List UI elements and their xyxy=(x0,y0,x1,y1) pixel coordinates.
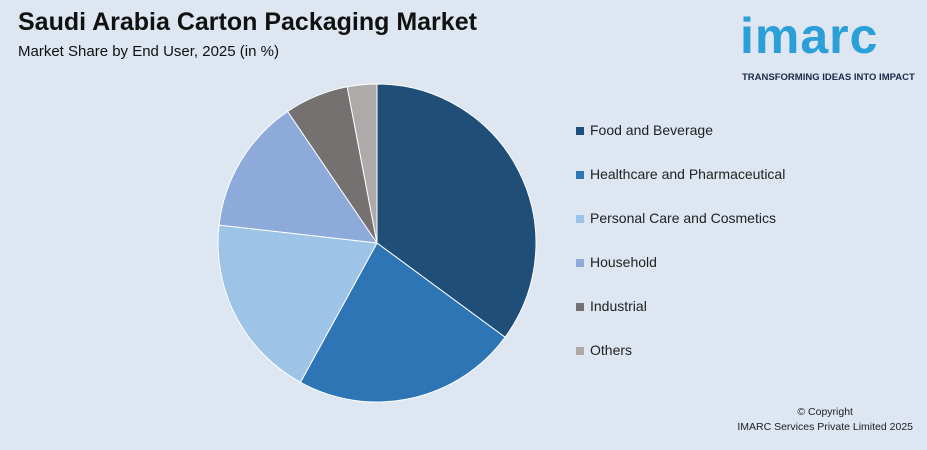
legend-label: Food and Beverage xyxy=(590,122,713,138)
legend-item: Industrial xyxy=(576,298,785,342)
legend-item: Others xyxy=(576,342,785,386)
legend-label: Industrial xyxy=(590,298,647,314)
legend-label: Household xyxy=(590,254,657,270)
pie-slice-healthcare-and-pharmaceutical xyxy=(299,242,506,403)
legend-item: Food and Beverage xyxy=(576,122,785,166)
copyright-notice: © Copyright IMARC Services Private Limit… xyxy=(737,405,913,435)
chart-legend: Food and Beverage Healthcare and Pharmace… xyxy=(576,122,785,386)
legend-label: Healthcare and Pharmaceutical xyxy=(590,166,786,182)
logo-tagline: TRANSFORMING IDEAS INTO IMPACT xyxy=(742,72,915,83)
legend-swatch xyxy=(576,303,584,311)
pie-slice-household xyxy=(218,110,379,244)
legend-swatch xyxy=(576,171,584,179)
legend-label: Personal Care and Cosmetics xyxy=(590,210,776,226)
chart-subtitle: Market Share by End User, 2025 (in %) xyxy=(18,43,279,60)
legend-item: Personal Care and Cosmetics xyxy=(576,210,785,254)
legend-swatch xyxy=(576,259,584,267)
legend-label: Others xyxy=(590,342,633,358)
pie-slice-food-and-beverage xyxy=(376,83,537,338)
legend-swatch xyxy=(576,215,584,223)
pie-slice-others xyxy=(346,83,378,244)
logo-wordmark: imarc xyxy=(740,8,879,64)
legend-item: Household xyxy=(576,254,785,298)
legend-swatch xyxy=(576,347,584,355)
copyright-company: IMARC Services Private Limited 2025 xyxy=(737,421,913,433)
chart-title: Saudi Arabia Carton Packaging Market xyxy=(18,8,477,36)
copyright-line: © Copyright xyxy=(797,406,853,418)
legend-swatch xyxy=(576,127,584,135)
pie-slice-personal-care-and-cosmetics xyxy=(217,224,378,384)
imarc-logo: imarc TRANSFORMING IDEAS INTO IMPACT xyxy=(740,6,920,86)
legend-item: Healthcare and Pharmaceutical xyxy=(576,166,785,210)
